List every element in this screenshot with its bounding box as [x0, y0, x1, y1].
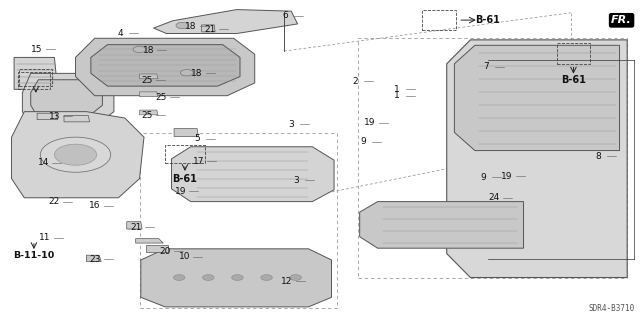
Polygon shape	[154, 10, 298, 33]
Circle shape	[261, 275, 273, 280]
Text: 25: 25	[156, 93, 167, 102]
Polygon shape	[140, 92, 158, 97]
Bar	[165, 145, 205, 163]
Polygon shape	[172, 147, 334, 202]
Circle shape	[202, 275, 214, 280]
Text: 18: 18	[143, 46, 154, 55]
Text: 12: 12	[281, 277, 292, 286]
Bar	[358, 38, 627, 278]
Text: 18: 18	[185, 22, 196, 31]
Text: 9: 9	[481, 173, 486, 182]
Polygon shape	[22, 73, 114, 128]
Text: 15: 15	[31, 45, 43, 54]
Text: B-61: B-61	[173, 174, 197, 184]
Text: 21: 21	[204, 25, 216, 34]
Polygon shape	[64, 115, 90, 122]
Text: 19: 19	[501, 172, 513, 181]
Polygon shape	[146, 245, 168, 252]
Polygon shape	[86, 255, 101, 262]
Text: 13: 13	[49, 112, 60, 121]
Polygon shape	[360, 202, 524, 248]
Text: B-11-10: B-11-10	[13, 251, 54, 260]
Polygon shape	[454, 45, 620, 151]
Text: 16: 16	[89, 201, 100, 210]
Bar	[557, 43, 590, 64]
Text: 8: 8	[596, 152, 601, 161]
Text: 2: 2	[353, 77, 358, 86]
Text: 17: 17	[193, 157, 204, 166]
Polygon shape	[140, 74, 158, 79]
Text: B-61: B-61	[561, 75, 586, 85]
Circle shape	[40, 137, 111, 172]
Circle shape	[54, 144, 97, 165]
Polygon shape	[174, 129, 198, 137]
Polygon shape	[14, 57, 58, 89]
Bar	[140, 133, 337, 308]
Text: SDR4-B3710: SDR4-B3710	[589, 304, 635, 313]
Polygon shape	[447, 40, 627, 278]
Text: 1: 1	[394, 91, 399, 100]
Polygon shape	[12, 112, 144, 198]
Text: 14: 14	[38, 158, 49, 167]
Text: 9: 9	[361, 137, 366, 146]
Text: 24: 24	[488, 193, 500, 202]
Text: 18: 18	[191, 69, 203, 78]
Circle shape	[290, 275, 301, 280]
Circle shape	[232, 275, 243, 280]
Polygon shape	[141, 249, 332, 307]
Polygon shape	[202, 25, 215, 32]
Text: 25: 25	[141, 76, 153, 85]
Bar	[19, 69, 52, 86]
Circle shape	[176, 22, 189, 29]
Text: B-61: B-61	[476, 15, 500, 25]
Text: 22: 22	[49, 197, 60, 206]
Polygon shape	[136, 239, 163, 243]
Text: 5: 5	[195, 134, 200, 143]
Polygon shape	[76, 38, 255, 96]
Text: 10: 10	[179, 252, 190, 261]
Text: 6: 6	[282, 11, 287, 20]
Text: 1: 1	[394, 85, 399, 94]
Text: 25: 25	[141, 111, 153, 120]
Bar	[18, 72, 50, 89]
Text: 19: 19	[364, 118, 376, 127]
Polygon shape	[37, 113, 58, 120]
Text: 19: 19	[175, 187, 186, 196]
Bar	[422, 10, 456, 30]
Text: 23: 23	[89, 255, 100, 263]
Polygon shape	[127, 222, 142, 229]
Text: 3: 3	[293, 176, 298, 185]
Circle shape	[173, 275, 185, 280]
Text: 7: 7	[484, 63, 489, 71]
Text: 20: 20	[159, 247, 171, 256]
Text: 3: 3	[289, 120, 294, 129]
Text: 4: 4	[118, 29, 123, 38]
Text: 11: 11	[39, 233, 51, 242]
Circle shape	[133, 46, 146, 53]
Polygon shape	[31, 80, 102, 118]
Polygon shape	[140, 110, 158, 115]
Polygon shape	[91, 45, 240, 86]
Circle shape	[180, 70, 193, 76]
Text: 21: 21	[130, 223, 141, 232]
Text: FR.: FR.	[611, 15, 632, 25]
